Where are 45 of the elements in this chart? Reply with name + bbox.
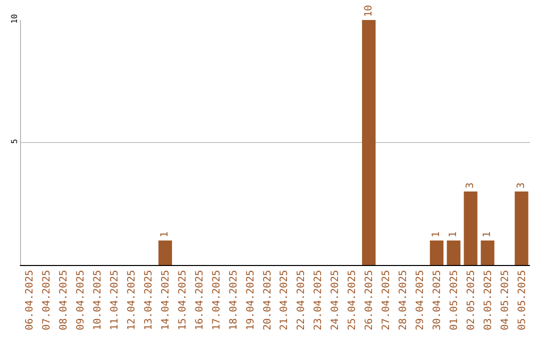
bar [158, 240, 172, 265]
x-tick-label: 01.05.2025 [448, 270, 460, 330]
data-label: 3 [516, 182, 528, 188]
bar [514, 192, 528, 265]
x-tick-label: 19.04.2025 [245, 270, 256, 330]
x-tick-label: 22.04.2025 [296, 270, 308, 330]
x-tick-label: 17.04.2025 [211, 270, 222, 330]
x-tick-label: 09.04.2025 [76, 270, 87, 330]
x-tick-label: 11.04.2025 [110, 270, 121, 330]
x-tick-label: 25.04.2025 [347, 270, 358, 330]
x-tick-label: 07.04.2025 [42, 270, 53, 330]
data-label: 1 [431, 231, 442, 238]
x-tick-label: 03.05.2025 [482, 270, 494, 330]
x-tick-label: 16.04.2025 [194, 270, 206, 330]
x-tick-label: 15.04.2025 [177, 270, 188, 330]
data-label: 10 [363, 4, 374, 17]
x-tick-label: 26.04.2025 [364, 270, 376, 330]
data-label: 1 [160, 231, 171, 238]
x-tick-label: 29.04.2025 [414, 270, 426, 330]
x-tick-label: 12.04.2025 [126, 270, 138, 330]
x-tick-label: 28.04.2025 [398, 270, 409, 330]
x-tick-label: 23.04.2025 [313, 270, 324, 330]
x-tick-label: 21.04.2025 [279, 270, 290, 330]
x-tick-label: 14.04.2025 [160, 270, 172, 330]
data-label: 1 [448, 231, 460, 238]
data-label: 1 [482, 231, 494, 238]
x-tick-label: 13.04.2025 [144, 270, 154, 330]
x-tick-label: 30.04.2025 [432, 270, 443, 330]
x-tick-label: 04.05.2025 [500, 270, 511, 330]
x-tick-label: 24.04.2025 [330, 270, 342, 330]
x-tick-label: 20.04.2025 [262, 270, 274, 330]
bar [480, 240, 494, 265]
data-label: 3 [465, 182, 476, 188]
bar [362, 20, 376, 265]
x-tick-label: 02.05.2025 [466, 270, 477, 330]
x-tick-label: 05.05.2025 [516, 270, 528, 330]
bar [430, 240, 444, 265]
bar [446, 240, 460, 265]
x-tick-label: 10.04.2025 [92, 270, 104, 330]
bar [464, 192, 478, 265]
x-tick-label: 06.04.2025 [24, 270, 36, 330]
x-tick-label: 08.04.2025 [58, 270, 70, 330]
y-tick-label: 5 [10, 138, 19, 144]
x-tick-label: 27.04.2025 [381, 270, 392, 330]
x-tick-label: 18.04.2025 [228, 270, 240, 330]
